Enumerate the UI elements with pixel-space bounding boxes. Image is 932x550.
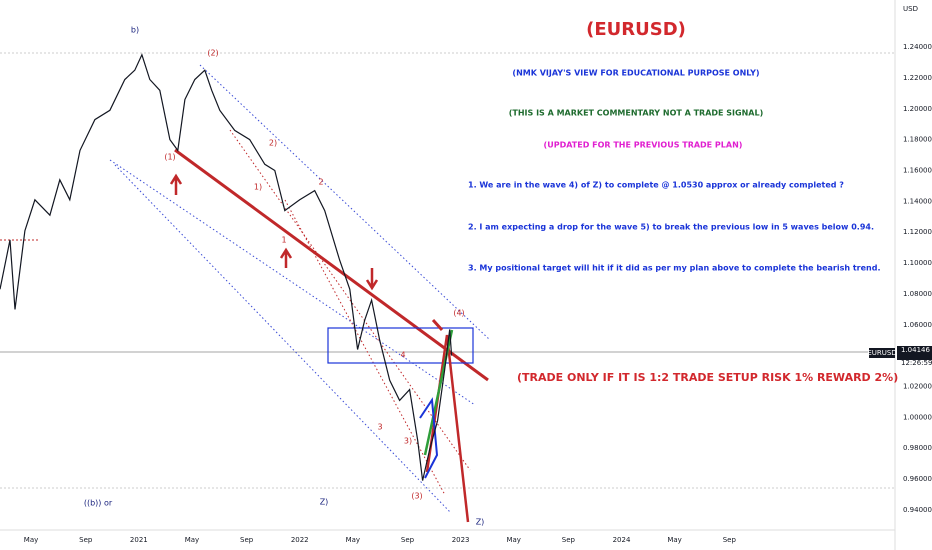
wave-label: 4: [400, 351, 405, 360]
y-tick-label: 1.12000: [903, 228, 932, 236]
last-price: 1.04146: [901, 346, 930, 354]
x-tick-label: Sep: [401, 536, 415, 544]
y-tick-label: 1.20000: [903, 105, 932, 113]
x-tick-label: Sep: [562, 536, 576, 544]
wave-label: 2): [269, 139, 277, 148]
y-tick-label: 1.14000: [903, 197, 932, 205]
commentary: (NMK VIJAY'S VIEW FOR EDUCATIONAL PURPOS…: [512, 69, 759, 78]
x-tick-label: 2022: [291, 536, 309, 544]
y-tick-label: 0.96000: [903, 475, 932, 483]
y-tick-label: 1.00000: [903, 413, 932, 421]
x-tick-label: Sep: [723, 536, 737, 544]
wave-label: 3): [404, 437, 412, 446]
y-tick-label: 1.16000: [903, 166, 932, 174]
commentary: (UPDATED FOR THE PREVIOUS TRADE PLAN): [544, 141, 743, 150]
price-line: [0, 53, 453, 481]
y-tick-label: 1.18000: [903, 136, 932, 144]
x-tick-label: Sep: [240, 536, 254, 544]
wave-label: (4): [453, 309, 464, 318]
x-tick-label: 2023: [452, 536, 470, 544]
wave-label: (3): [411, 492, 422, 501]
commentary: (THIS IS A MARKET COMMENTARY NOT A TRADE…: [509, 109, 764, 118]
wave-label: b): [131, 26, 139, 35]
commentary: (TRADE ONLY IF IT IS 1:2 TRADE SETUP RIS…: [517, 371, 898, 384]
x-tick-label: May: [506, 536, 520, 544]
x-tick-label: May: [667, 536, 681, 544]
y-tick-label: 1.22000: [903, 74, 932, 82]
wave-label: 1): [254, 183, 262, 192]
wave-label: (2): [207, 49, 218, 58]
wave-label: (1): [164, 153, 175, 162]
wave-label: Z): [476, 518, 485, 527]
y-tick-label: 0.98000: [903, 444, 932, 452]
chart-title: (EURUSD): [586, 19, 686, 40]
symbol-label: EURUSD: [867, 349, 896, 357]
wave-label: Z): [320, 498, 329, 507]
x-tick-label: May: [24, 536, 38, 544]
x-tick-label: Sep: [79, 536, 93, 544]
y-tick-label: 1.08000: [903, 290, 932, 298]
commentary: 1. We are in the wave 4) of Z) to comple…: [468, 181, 844, 190]
wave-label: 1: [281, 236, 286, 245]
countdown: 12:26:59: [901, 359, 932, 367]
wave-label: 3: [377, 423, 382, 432]
wave-label: 2: [318, 178, 323, 187]
y-tick-label: 1.24000: [903, 43, 932, 51]
annotations: (EURUSD) USD EURUSD 1.04146 12:26:59 (NM…: [468, 5, 932, 384]
x-tick-label: May: [346, 536, 360, 544]
y-tick-label: 1.06000: [903, 321, 932, 329]
currency-label: USD: [903, 5, 918, 13]
y-tick-label: 0.94000: [903, 506, 932, 514]
y-tick-label: 1.10000: [903, 259, 932, 267]
y-tick-label: 1.02000: [903, 383, 932, 391]
commentary: 3. My positional target will hit if it d…: [468, 264, 881, 273]
wave-label: ((b)) or: [84, 499, 113, 508]
commentary: 2. I am expecting a drop for the wave 5)…: [468, 223, 874, 232]
x-tick-label: May: [185, 536, 199, 544]
x-tick-label: 2024: [613, 536, 631, 544]
x-tick-label: 2021: [130, 536, 148, 544]
